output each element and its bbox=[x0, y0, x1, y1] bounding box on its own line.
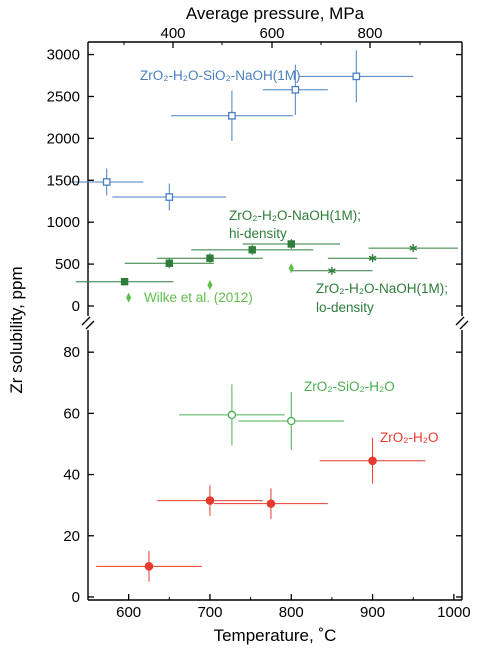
upper-s0-p3-marker bbox=[291, 85, 300, 94]
upper-s3-p2-marker bbox=[288, 263, 294, 274]
upper-s0-p4-marker bbox=[352, 72, 361, 81]
top-axis-label: Average pressure, MPa bbox=[186, 4, 365, 23]
label-hi-density-1: ZrO₂-H₂O-NaOH(1M); bbox=[229, 208, 361, 223]
lower-s1-p1-marker bbox=[205, 496, 215, 505]
x-tick-label: 800 bbox=[279, 604, 304, 621]
upper-s1-p1-marker bbox=[165, 259, 174, 267]
x-tick-label: 900 bbox=[360, 604, 385, 621]
upper-s1-p4-marker bbox=[287, 240, 295, 248]
ticks bbox=[87, 42, 462, 600]
y-tick-label-lower: 20 bbox=[63, 528, 80, 545]
y-tick-label-upper: 1500 bbox=[47, 172, 80, 189]
y-tick-label-upper: 3000 bbox=[47, 47, 80, 64]
upper-s0-p0-marker bbox=[102, 178, 111, 186]
axis-break-marks bbox=[81, 316, 469, 330]
lower-s0-p1-marker bbox=[287, 416, 296, 426]
y-tick-label-lower: 60 bbox=[63, 405, 80, 422]
upper-s2-p2-marker bbox=[409, 244, 418, 253]
x-tick-label: 700 bbox=[197, 604, 222, 621]
label-zro2-sio2-h2o: ZrO₂-SiO₂-H₂O bbox=[304, 379, 395, 394]
label-lo-density-2: lo-density bbox=[316, 300, 374, 315]
y-tick-label-upper: 500 bbox=[55, 256, 80, 273]
x-axis-label: Temperature, ˚C bbox=[214, 626, 337, 645]
y-tick-label-upper: 2500 bbox=[47, 88, 80, 105]
y-tick-label-upper: 1000 bbox=[47, 214, 80, 231]
x-tick-label: 1000 bbox=[437, 604, 470, 621]
y-tick-label-upper: 0 bbox=[72, 298, 80, 315]
y-axis-label: Zr solubility, ppm bbox=[7, 266, 26, 393]
asterisk-stroke bbox=[328, 268, 336, 274]
top-tick-label: 400 bbox=[160, 25, 185, 42]
markers bbox=[102, 72, 418, 571]
upper-s1-p0-marker bbox=[120, 277, 129, 286]
lower-s1-p3-marker bbox=[368, 456, 377, 466]
upper-s3-p1-marker bbox=[207, 280, 213, 291]
y-tick-label-upper: 2000 bbox=[47, 130, 80, 147]
top-tick-label: 600 bbox=[259, 25, 284, 42]
label-wilke: Wilke et al. (2012) bbox=[144, 290, 253, 305]
error-bars bbox=[70, 50, 458, 582]
asterisk-stroke bbox=[409, 245, 418, 251]
upper-s1-p3-marker bbox=[248, 246, 256, 254]
upper-s3-p0-marker bbox=[126, 292, 132, 303]
upper-s0-p2-marker bbox=[228, 111, 236, 120]
label-lo-density-1: ZrO₂-H₂O-NaOH(1M); bbox=[316, 281, 448, 296]
label-zro2-h2o: ZrO₂-H₂O bbox=[380, 430, 438, 445]
upper-panel-frame bbox=[87, 41, 463, 316]
upper-s2-p0-marker bbox=[328, 266, 336, 275]
lower-panel-frame bbox=[87, 330, 463, 601]
lower-s1-p2-marker bbox=[266, 499, 276, 508]
label-hi-density-2: hi-density bbox=[229, 226, 287, 241]
upper-s2-p1-marker bbox=[368, 254, 377, 263]
y-tick-label-lower: 0 bbox=[72, 589, 80, 606]
label-naoh-sio2: ZrO₂-H₂O-SiO₂-NaOH(1M) bbox=[140, 68, 300, 83]
y-tick-label-lower: 40 bbox=[63, 467, 80, 484]
asterisk-stroke bbox=[368, 255, 377, 261]
top-tick-label: 800 bbox=[357, 25, 382, 42]
lower-s1-p0-marker bbox=[144, 562, 154, 571]
lower-s0-p0-marker bbox=[227, 410, 237, 420]
upper-s0-p1-marker bbox=[165, 193, 174, 201]
upper-s1-p2-marker bbox=[206, 254, 214, 262]
x-tick-label: 600 bbox=[116, 604, 141, 621]
y-tick-label-lower: 80 bbox=[63, 344, 80, 361]
